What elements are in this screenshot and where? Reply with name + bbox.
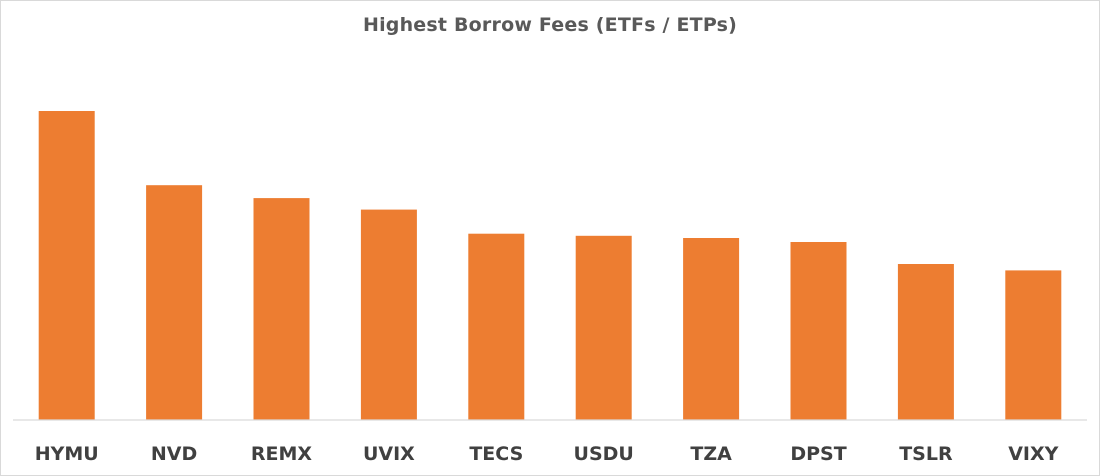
bar-nvd [146,185,203,420]
x-tick-label-nvd: NVD [151,443,197,465]
x-tick-label-tslr: TSLR [899,443,953,465]
x-tick-label-tecs: TECS [469,443,523,465]
x-tick-label-dpst: DPST [790,443,846,465]
chart-title: Highest Borrow Fees (ETFs / ETPs) [362,14,738,36]
x-tick-label-hymu: HYMU [35,443,99,465]
bar-hymu [38,111,95,420]
x-tick-label-tza: TZA [690,443,732,465]
x-tick-label-uvix: UVIX [363,443,415,465]
x-tick-label-remx: REMX [251,443,313,465]
bar-usdu [575,235,632,420]
x-tick-labels: HYMU NVD REMX UVIX TECS USDU TZA DPST TSLR VIXY [35,443,1059,465]
bar-remx [253,198,310,420]
x-tick-label-usdu: USDU [574,443,634,465]
bar-vixy [1005,270,1062,420]
bar-dpst [790,242,847,420]
bar-tza [683,238,740,420]
bar-tslr [897,264,954,420]
bar-uvix [360,209,417,420]
x-tick-label-vixy: VIXY [1008,443,1058,465]
bar-tecs [468,233,525,420]
bars-group [38,111,1062,420]
